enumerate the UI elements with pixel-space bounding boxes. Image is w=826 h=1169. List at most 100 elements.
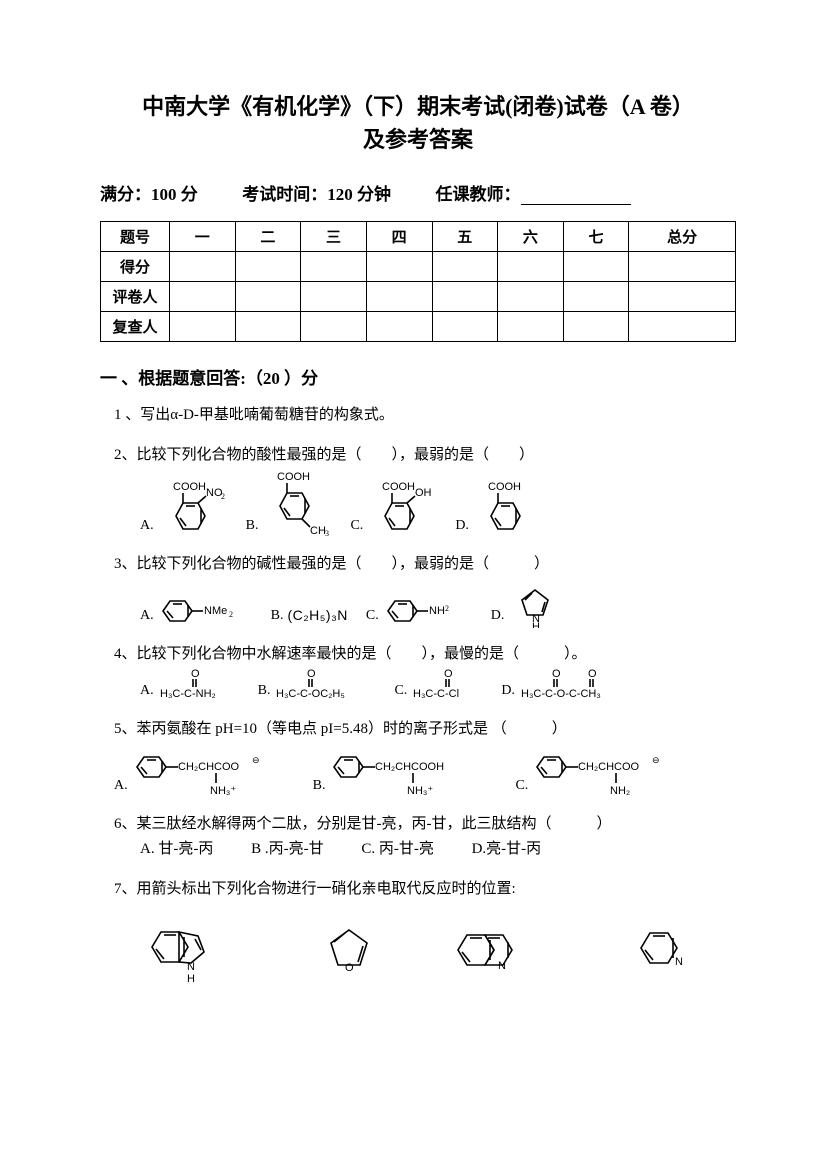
svg-text:N: N: [675, 956, 683, 968]
ethyl-acetate-icon: H₃C-C-OC₂H₅ O: [274, 667, 384, 703]
svg-text:2: 2: [445, 604, 449, 613]
svg-text:⊖: ⊖: [252, 755, 260, 765]
svg-text:2: 2: [229, 610, 233, 619]
svg-text:H₃C-C-OC₂H₅: H₃C-C-OC₂H₅: [276, 688, 345, 700]
q4-opt-c: C. H₃C-C-Cl O: [394, 667, 491, 703]
q6-a: A. 甘-亮-丙: [140, 837, 213, 863]
row-h: 评卷人: [101, 282, 170, 312]
phe-cation-icon: CH₂CHCOOH NH₃⁺: [329, 743, 509, 798]
svg-text:H: H: [187, 973, 195, 985]
row-h: 复查人: [101, 312, 170, 342]
svg-text:CH: CH: [310, 525, 326, 537]
table-row: 得分: [101, 252, 736, 282]
phenyl-nme2-icon: NMe2: [158, 583, 253, 628]
title-line1: 中南大学《有机化学》（下）期末考试(闭卷)试卷（A 卷）: [100, 90, 736, 123]
question-2: 2、比较下列化合物的酸性最强的是（ ），最弱的是（ ） A. COOH NO2 …: [114, 443, 736, 539]
furan-icon: O: [309, 915, 389, 985]
question-1: 1 、写出α-D-甲基吡喃葡萄糖苷的构象式。: [114, 403, 736, 429]
q3-text: 3、比较下列化合物的碱性最强的是（ ），最弱的是（ ）: [114, 552, 736, 578]
phe-zwitterion-a-icon: CH₂CHCOO⊖ NH₃⁺: [132, 743, 307, 798]
question-4: 4、比较下列化合物中水解速率最快的是（ ），最慢的是（ ）。 A. H₃C-C-…: [114, 642, 736, 704]
q4-opt-a: A. H₃C-C-NH₂ O: [140, 667, 248, 703]
question-7: 7、用箭头标出下列化合物进行一硝化亲电取代反应时的位置: NH O N: [114, 877, 736, 988]
col-h: 二: [235, 222, 301, 252]
exam-time: 考试时间：120 分钟: [242, 185, 391, 204]
phe-anion-icon: CH₂CHCOO ⊖ NH₂: [532, 743, 707, 798]
q7-text: 7、用箭头标出下列化合物进行一硝化亲电取代反应时的位置:: [114, 877, 736, 903]
q6-text: 6、某三肽经水解得两个二肽，分别是甘-亮，丙-甘，此三肽结构（ ）: [114, 812, 736, 838]
score-table: 题号 一 二 三 四 五 六 七 总分 得分 评卷人 复查人: [100, 221, 736, 342]
svg-text:O: O: [444, 668, 453, 680]
col-h: 一: [170, 222, 236, 252]
q3-opt-c: C. NH2: [366, 583, 473, 628]
benzene-cooh-no2-icon: COOH NO2: [158, 478, 228, 538]
svg-text:COOH: COOH: [382, 481, 415, 493]
q3-options: A. NMe2 B. (C₂H₅)₃N C. NH2: [140, 578, 736, 628]
q4-opt-b: B. H₃C-C-OC₂H₅ O: [258, 667, 385, 703]
title-line2: 及参考答案: [100, 123, 736, 156]
svg-text:H₃C-C-NH₂: H₃C-C-NH₂: [160, 688, 216, 700]
svg-text:O: O: [345, 962, 354, 974]
svg-text:H: H: [532, 621, 540, 628]
q5-options: A. CH₂CHCOO⊖ NH₃⁺ B. CH₂CHCOOH NH₃⁺: [114, 743, 736, 798]
svg-text:NH₃⁺: NH₃⁺: [407, 785, 433, 797]
acetyl-chloride-icon: H₃C-C-Cl O: [411, 667, 491, 703]
acetamide-icon: H₃C-C-NH₂ O: [158, 667, 248, 703]
svg-text:N: N: [498, 960, 506, 972]
svg-text:NH₂: NH₂: [610, 785, 630, 797]
acetic-anhydride-icon: H₃C-C-O-C-CH₃ O O: [519, 667, 649, 703]
svg-text:COOH: COOH: [488, 481, 521, 493]
question-3: 3、比较下列化合物的碱性最强的是（ ），最弱的是（ ） A. NMe2 B. (…: [114, 552, 736, 628]
pyridine-icon: N: [625, 915, 705, 985]
svg-text:O: O: [191, 668, 200, 680]
page-title: 中南大学《有机化学》（下）期末考试(闭卷)试卷（A 卷） 及参考答案: [100, 90, 736, 156]
svg-text:CH₂CHCOO: CH₂CHCOO: [578, 761, 640, 773]
teacher-blank: [521, 204, 631, 205]
q2-opt-b: B. COOH CH3: [246, 468, 333, 538]
col-h: 题号: [101, 222, 170, 252]
q5-opt-b: B. CH₂CHCOOH NH₃⁺: [313, 743, 510, 798]
svg-text:COOH: COOH: [277, 471, 310, 483]
q6-b: B .丙-亮-甘: [251, 837, 324, 863]
q3-opt-d: D. N H: [491, 578, 564, 628]
table-row: 评卷人: [101, 282, 736, 312]
q6-c: C. 丙-甘-亮: [361, 837, 434, 863]
q4-options: A. H₃C-C-NH₂ O B. H₃C-C-OC₂H₅ O C. H₃C-: [140, 667, 736, 703]
quinoline-icon: N: [452, 915, 562, 985]
svg-text:NH₃⁺: NH₃⁺: [210, 785, 236, 797]
full-marks: 满分：100 分: [100, 185, 198, 204]
question-5: 5、苯丙氨酸在 pH=10（等电点 pI=5.48）时的离子形式是 （ ） A.…: [114, 717, 736, 798]
col-h: 六: [498, 222, 564, 252]
aniline-icon: NH2: [383, 583, 473, 628]
svg-text:OH: OH: [415, 487, 432, 499]
q4-text: 4、比较下列化合物中水解速率最快的是（ ），最慢的是（ ）。: [114, 642, 736, 668]
svg-text:N: N: [187, 961, 195, 973]
exam-page: 中南大学《有机化学》（下）期末考试(闭卷)试卷（A 卷） 及参考答案 满分：10…: [0, 0, 826, 1169]
svg-text:⊖: ⊖: [652, 755, 660, 765]
section-1-heading: 一 、根据题意回答:（20 ）分: [100, 364, 736, 389]
triethylamine: (C₂H₅)₃N: [287, 604, 347, 628]
svg-text:NMe: NMe: [204, 605, 227, 617]
row-h: 得分: [101, 252, 170, 282]
benzene-cooh-oh-icon: COOH OH: [367, 478, 437, 538]
svg-text:COOH: COOH: [173, 481, 206, 493]
svg-text:O: O: [307, 668, 316, 680]
col-h: 三: [301, 222, 367, 252]
q6-options: A. 甘-亮-丙 B .丙-亮-甘 C. 丙-甘-亮 D.亮-甘-丙: [140, 837, 736, 863]
q2-options: A. COOH NO2 B. COOH CH3 C.: [140, 468, 736, 538]
indole-icon: NH: [146, 912, 246, 987]
col-h: 四: [366, 222, 432, 252]
svg-text:O: O: [552, 668, 561, 680]
meta-row: 满分：100 分 考试时间：120 分钟 任课教师：: [100, 180, 736, 205]
pyrrole-icon: N H: [508, 578, 563, 628]
svg-text:NH: NH: [429, 605, 445, 617]
q2-text: 2、比较下列化合物的酸性最强的是（ ），最弱的是（ ）: [114, 443, 736, 469]
table-row: 复查人: [101, 312, 736, 342]
benzene-cooh-ch3-icon: COOH CH3: [262, 468, 332, 538]
q4-opt-d: D. H₃C-C-O-C-CH₃ O O: [501, 667, 649, 703]
svg-text:H₃C-C-O-C-CH₃: H₃C-C-O-C-CH₃: [521, 688, 601, 700]
q6-d: D.亮-甘-丙: [472, 837, 542, 863]
col-h: 七: [563, 222, 629, 252]
q5-text: 5、苯丙氨酸在 pH=10（等电点 pI=5.48）时的离子形式是 （ ）: [114, 717, 736, 743]
svg-text:H₃C-C-Cl: H₃C-C-Cl: [413, 688, 459, 700]
